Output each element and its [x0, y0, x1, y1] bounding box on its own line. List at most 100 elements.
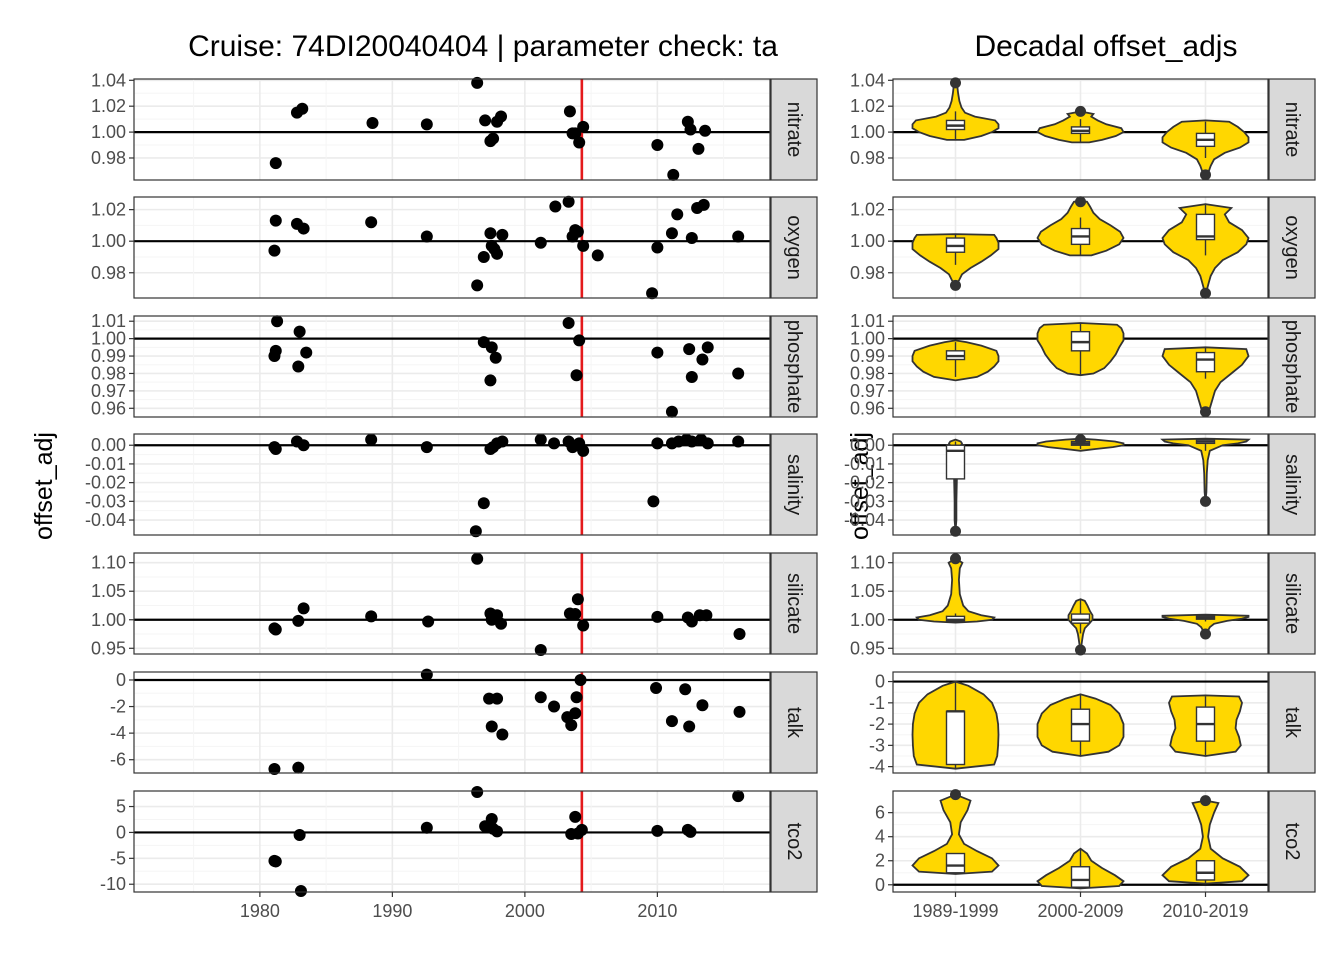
facet-strip-label: phosphate — [1281, 320, 1303, 413]
facet-strip-oxygen — [770, 196, 818, 299]
data-point — [471, 76, 484, 89]
x-category-label: 2000-2009 — [1037, 901, 1123, 921]
data-point — [420, 118, 433, 131]
data-point — [683, 343, 696, 356]
data-point — [485, 812, 498, 825]
y-tick-label: 0.96 — [91, 398, 126, 418]
facet-strip-label: salinity — [1281, 454, 1303, 515]
data-point — [496, 435, 509, 448]
data-point — [485, 341, 498, 354]
facet-strip-label: silicate — [783, 573, 805, 634]
y-tick-label: 1.10 — [91, 553, 126, 573]
data-point — [671, 208, 684, 221]
y-tick-label: -6 — [110, 750, 126, 770]
panel-border — [133, 671, 771, 774]
y-tick-label: 1.02 — [850, 96, 885, 116]
y-tick-label: 1.02 — [850, 200, 885, 220]
data-point — [534, 691, 547, 704]
panel-background — [134, 79, 770, 180]
violin-shape — [1161, 613, 1250, 636]
data-point — [683, 720, 696, 733]
outlier-point — [1075, 644, 1086, 656]
facet-strip-label: oxygen — [1281, 215, 1303, 280]
y-tick-label: -0.04 — [85, 510, 126, 530]
data-point — [562, 195, 575, 208]
y-tick-label: 1.04 — [91, 70, 126, 90]
data-point — [269, 855, 282, 868]
data-point — [269, 214, 282, 227]
data-point — [268, 244, 281, 257]
data-point — [570, 691, 583, 704]
panel-background — [134, 791, 770, 892]
y-tick-label: 0.95 — [850, 638, 885, 658]
x-tick-label: 1980 — [240, 901, 280, 921]
y-tick-label: 6 — [875, 803, 885, 823]
panel-background — [134, 672, 770, 773]
data-point — [684, 825, 697, 838]
data-point — [732, 790, 745, 803]
data-point — [296, 102, 309, 115]
data-point — [685, 435, 698, 448]
panel-background — [134, 197, 770, 298]
y-tick-label: 1.01 — [850, 311, 885, 331]
right-y-axis-title: offset_adj — [846, 432, 874, 540]
scatter-chart: 0.98 1.00 1.02 1.04 nitrate 0.98 1.00 1.02 oxyge… — [85, 70, 818, 921]
facet-panel-phosphate: 0.960.970.980.991.001.01 — [91, 311, 771, 418]
y-tick-label: 0.00 — [850, 435, 885, 455]
y-tick-label: 0.00 — [91, 435, 126, 455]
outlier-point — [1075, 196, 1086, 208]
y-tick-label: 0.98 — [91, 363, 126, 383]
facet-panel-tco2: -10 -5 0 5 — [100, 786, 771, 897]
data-point — [651, 346, 664, 359]
data-point — [647, 495, 660, 508]
y-tick-label: 2 — [875, 851, 885, 871]
x-category-label: 1989-1999 — [912, 901, 998, 921]
facet-panel-oxygen: 0.98 1.00 1.02 — [91, 195, 771, 300]
y-tick-label: -1 — [869, 693, 885, 713]
data-point — [573, 334, 586, 347]
violin-shape — [1160, 437, 1251, 502]
data-point — [479, 114, 492, 127]
y-tick-label: -0.02 — [844, 473, 885, 493]
y-tick-label: 1.00 — [850, 329, 885, 349]
box-iqr — [945, 710, 966, 766]
y-tick-label: 1.10 — [850, 553, 885, 573]
data-point — [684, 123, 697, 136]
facet-strip-label: phosphate — [783, 320, 805, 413]
y-tick-label: -0.02 — [85, 473, 126, 493]
facet-strip-label: tco2 — [783, 823, 805, 861]
data-point — [548, 700, 561, 713]
data-point — [574, 673, 587, 686]
data-point — [495, 110, 508, 123]
y-tick-label: -10 — [100, 874, 126, 894]
data-point — [496, 228, 509, 241]
panel-border — [133, 790, 771, 893]
panel-border — [892, 671, 1269, 774]
y-tick-label: 1.00 — [91, 231, 126, 251]
facet-strip-salinity — [770, 433, 818, 536]
facet-strip-silicate — [770, 552, 818, 655]
facet-strip-oxygen — [1268, 196, 1316, 299]
outlier-point — [950, 789, 961, 801]
panel-border — [892, 552, 1269, 655]
data-point — [269, 344, 282, 357]
data-point — [269, 157, 282, 170]
outlier-point — [1200, 795, 1211, 807]
y-tick-label: 1.00 — [850, 231, 885, 251]
data-point — [491, 247, 504, 260]
data-point — [651, 139, 664, 152]
facet-strip-label: nitrate — [783, 102, 805, 158]
data-point — [665, 227, 678, 240]
data-point — [570, 369, 583, 382]
data-point — [701, 437, 714, 450]
y-tick-label: 0 — [116, 822, 126, 842]
data-point — [489, 351, 502, 364]
box-iqr — [1195, 860, 1216, 881]
data-point — [733, 628, 746, 641]
data-point — [495, 617, 508, 630]
panel-border — [892, 196, 1269, 299]
box-iqr — [1195, 213, 1216, 241]
facet-strip-label: silicate — [1281, 573, 1303, 634]
data-point — [733, 705, 746, 718]
